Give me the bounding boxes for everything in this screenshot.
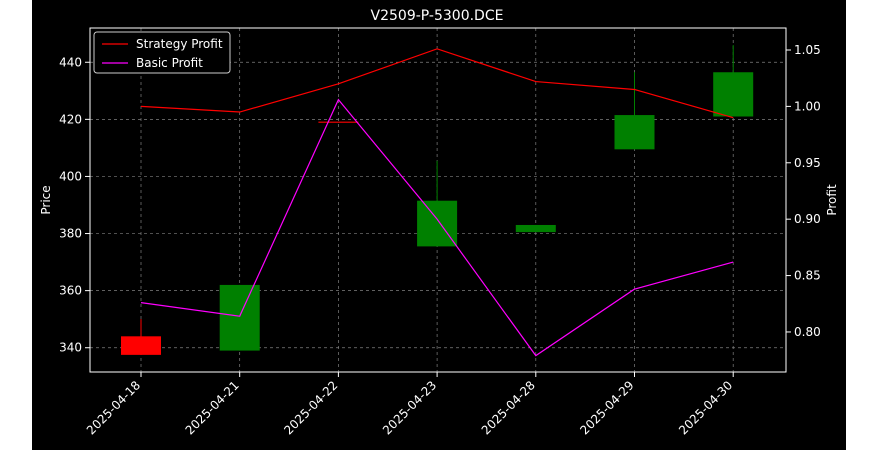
candle-body <box>219 284 260 351</box>
right-tick-label: 0.85 <box>794 269 821 283</box>
candlestick-chart: V2509-P-5300.DCE 340 360 380 400 420 440 0.80… <box>39 8 839 437</box>
right-tick-label: 1.05 <box>794 43 821 57</box>
right-tick-label: 0.95 <box>794 156 821 170</box>
left-tick-label: 420 <box>59 112 82 126</box>
left-tick-label: 380 <box>59 227 82 241</box>
chart-figure: V2509-P-5300.DCE 340 360 380 400 420 440 0.80… <box>32 0 846 450</box>
x-tick-label: 2025-04-29 <box>577 378 636 437</box>
candles <box>121 45 754 355</box>
right-tick-label: 0.80 <box>794 325 821 339</box>
left-tick-label: 440 <box>59 55 82 69</box>
strategy-profit-line <box>140 48 734 119</box>
candle-body <box>713 72 754 117</box>
basic-profit-line <box>140 98 734 357</box>
candle-body <box>121 336 161 355</box>
right-tick-label: 0.90 <box>794 212 821 226</box>
right-axis: 0.80 0.85 0.90 0.95 1.00 1.05 <box>786 43 821 339</box>
plot-frame <box>89 27 787 373</box>
profit-lines <box>140 48 734 357</box>
x-tick-label: 2025-04-30 <box>676 378 735 437</box>
x-tick-label: 2025-04-22 <box>281 378 340 437</box>
right-axis-label: Profit <box>825 184 839 216</box>
candle-body <box>614 115 655 150</box>
x-tick-label: 2025-04-28 <box>479 378 538 437</box>
left-axis-label: Price <box>39 185 53 214</box>
candle-body <box>417 200 458 247</box>
chart-title: V2509-P-5300.DCE <box>371 8 504 24</box>
left-axis: 340 360 380 400 420 440 <box>59 55 90 355</box>
right-tick-label: 1.00 <box>794 99 821 113</box>
left-tick-label: 360 <box>59 284 82 298</box>
legend: Strategy Profit Basic Profit <box>93 31 231 74</box>
x-tick-label: 2025-04-21 <box>183 378 242 437</box>
x-tick-label: 2025-04-18 <box>84 378 143 437</box>
left-tick-label: 340 <box>59 341 82 355</box>
legend-label-basic: Basic Profit <box>136 56 203 70</box>
candle-body <box>515 224 556 233</box>
x-axis: 2025-04-18 2025-04-21 2025-04-22 2025-04-23… <box>84 372 735 437</box>
grid-lines <box>90 28 786 372</box>
left-tick-label: 400 <box>59 169 82 183</box>
x-tick-label: 2025-04-23 <box>380 378 439 437</box>
legend-label-strategy: Strategy Profit <box>136 37 223 51</box>
